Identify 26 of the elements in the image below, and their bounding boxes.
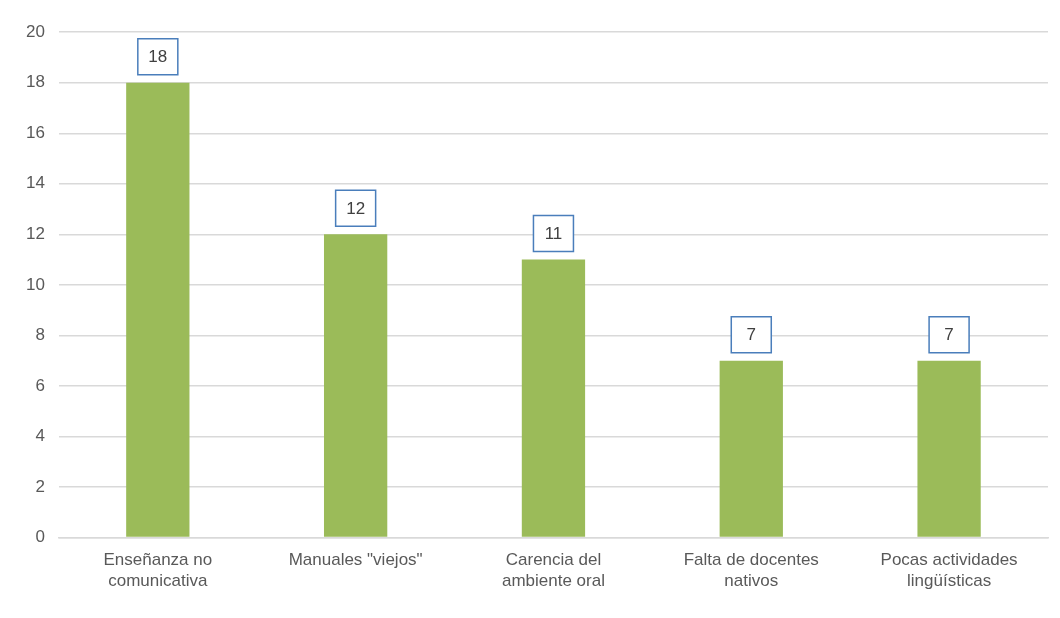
y-tick-label: 18 <box>25 72 45 92</box>
y-tick-label: 0 <box>35 527 45 547</box>
x-tick-label: Manuales "viejos" <box>288 549 423 569</box>
data-label: 7 <box>746 325 757 345</box>
y-tick-label: 10 <box>25 274 45 294</box>
y-tick-label: 2 <box>35 476 45 496</box>
data-label: 12 <box>346 199 366 219</box>
bar <box>719 360 783 537</box>
x-tick-label: Carencia del ambiente oral <box>501 549 605 591</box>
data-label: 7 <box>944 325 954 345</box>
x-tick-label: Pocas actividades lingüísticas <box>880 549 1018 591</box>
y-tick-label: 14 <box>25 173 45 193</box>
bar <box>917 360 981 537</box>
y-tick-label: 16 <box>25 122 45 142</box>
bar <box>323 234 388 537</box>
data-label: 11 <box>544 224 563 244</box>
y-tick-label: 8 <box>35 325 45 345</box>
x-tick-label: Enseñanza no comunicativa <box>103 549 213 591</box>
bar <box>521 259 586 537</box>
bar <box>126 82 190 537</box>
x-tick-label: Falta de docentes nativos <box>683 549 819 591</box>
y-tick-label: 6 <box>35 375 45 395</box>
y-tick-label: 4 <box>35 426 45 446</box>
data-label: 18 <box>148 47 168 67</box>
y-tick-label: 12 <box>25 224 45 244</box>
y-tick-label: 20 <box>25 21 45 41</box>
